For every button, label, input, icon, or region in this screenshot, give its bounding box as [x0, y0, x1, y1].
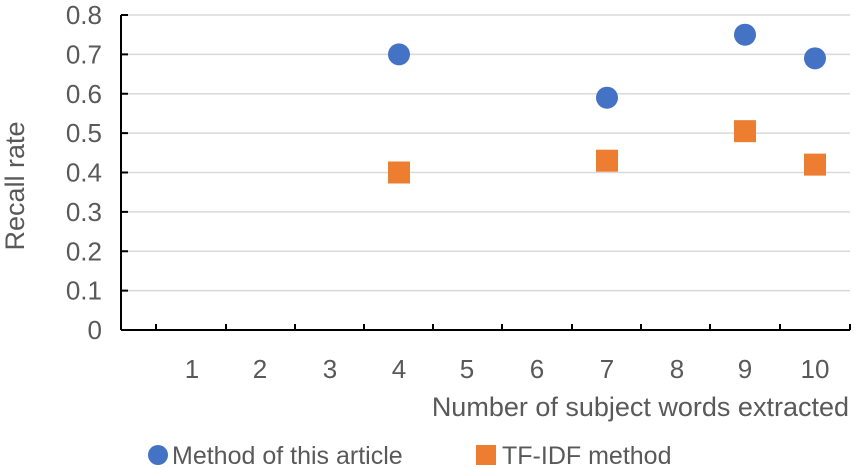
- point-tf-idf-method: [596, 149, 618, 172]
- axes: [120, 14, 851, 331]
- y-tick-label: 0.7: [66, 39, 102, 69]
- legend-label: TF-IDF method: [502, 442, 671, 468]
- x-tick-label: 2: [253, 354, 267, 384]
- data-points: [388, 23, 826, 184]
- x-tick-label: 9: [738, 354, 752, 384]
- x-tick-label: 4: [392, 354, 406, 384]
- x-axis-title: Number of subject words extracted: [432, 392, 849, 422]
- gridlines: [121, 14, 850, 292]
- y-tick-label: 0.5: [66, 118, 102, 148]
- y-tick-label: 0: [88, 315, 102, 345]
- point-method-of-this-article: [804, 47, 826, 70]
- legend-marker-circle: [148, 445, 168, 465]
- y-tick-label: 0.6: [66, 79, 102, 109]
- x-tick-labels: 1 2 3 4 5 6 7 8 9 10: [185, 354, 830, 384]
- y-tick-label: 0.1: [66, 276, 102, 306]
- point-tf-idf-method: [804, 153, 826, 176]
- legend-marker-square: [476, 445, 496, 465]
- y-tick-label: 0.4: [66, 158, 102, 188]
- x-tick-label: 8: [670, 354, 684, 384]
- x-tick-label: 1: [185, 354, 199, 384]
- x-tick-label: 10: [801, 354, 830, 384]
- point-tf-idf-method: [388, 161, 410, 184]
- point-method-of-this-article: [734, 23, 756, 46]
- x-tick-label: 5: [460, 354, 474, 384]
- point-tf-idf-method: [734, 120, 756, 143]
- x-tick-label: 3: [323, 354, 337, 384]
- x-tick-label: 7: [600, 354, 614, 384]
- legend-label: Method of this article: [172, 442, 403, 468]
- y-axis-title: Recall rate: [0, 121, 30, 250]
- legend: Method of this article TF-IDF method: [148, 442, 671, 468]
- x-tick-label: 6: [530, 354, 544, 384]
- point-method-of-this-article: [596, 86, 618, 109]
- y-tick-label: 0.3: [66, 197, 102, 227]
- y-tick-label: 0.8: [66, 0, 102, 30]
- y-tick-label: 0.2: [66, 236, 102, 266]
- point-method-of-this-article: [388, 43, 410, 66]
- y-tick-labels: 0 0.1 0.2 0.3 0.4 0.5 0.6 0.7 0.8: [66, 0, 102, 345]
